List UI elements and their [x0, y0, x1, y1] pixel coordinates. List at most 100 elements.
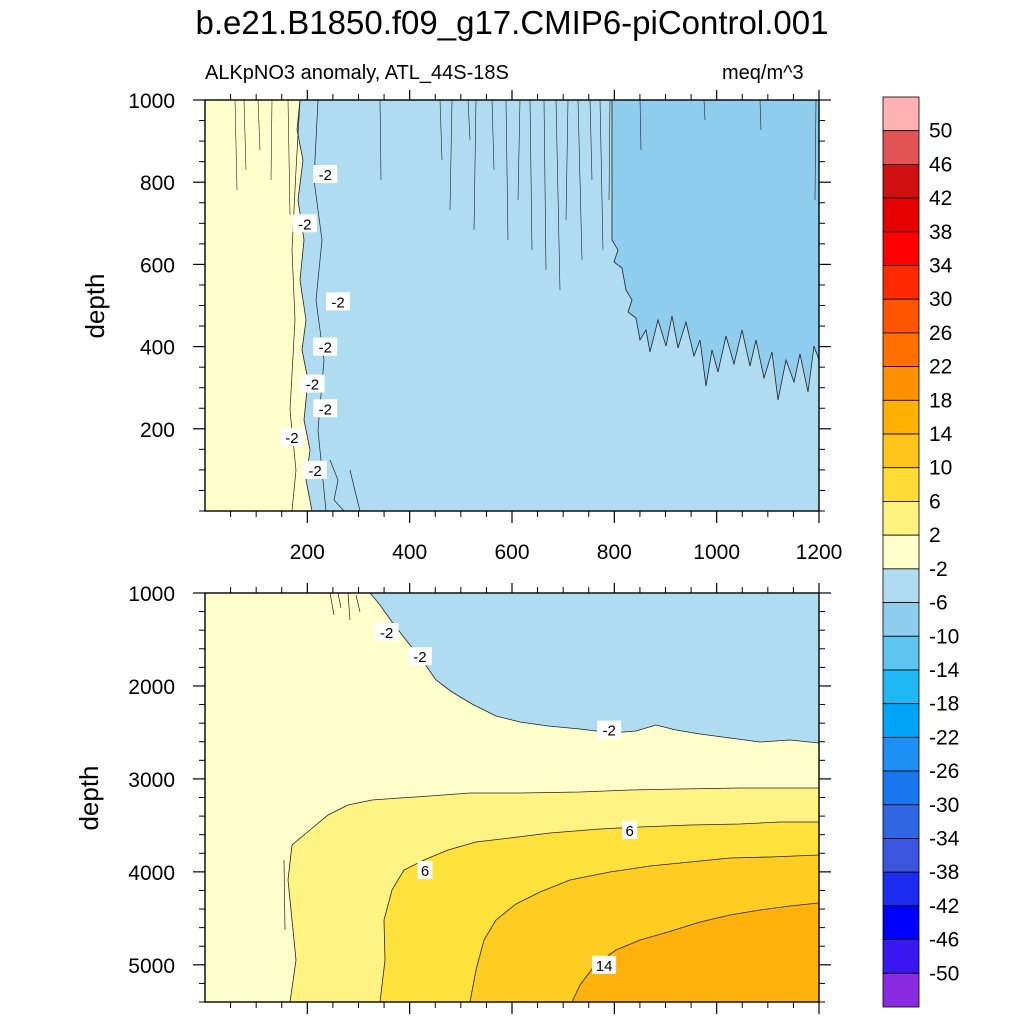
colorbar-label: -2	[929, 558, 948, 581]
colorbar-label: 38	[929, 221, 952, 244]
upper-y-axis-label: depth	[80, 273, 110, 338]
lower-y-tick-label: 4000	[128, 862, 175, 885]
colorbar-swatch	[882, 736, 920, 772]
region-neg10-neg6	[611, 100, 819, 401]
colorbar-swatch	[882, 433, 920, 469]
contour-line	[289, 100, 301, 511]
upper-y-tick-label: 600	[140, 254, 175, 277]
colorbar-label: 34	[929, 255, 953, 278]
svg-text:-2: -2	[298, 216, 311, 233]
upper-x-tick-label: 600	[494, 541, 529, 564]
upper-x-tick-label: 400	[392, 541, 427, 564]
upper-contour-labels: -2-2-2-2-2-2-2-2	[279, 164, 351, 480]
colorbar-label: 22	[929, 356, 952, 379]
upper-x-tick-label: 1000	[693, 541, 740, 564]
lower-y-tick-label: 1000	[128, 583, 175, 606]
colorbar-swatch	[882, 130, 920, 165]
page-title: b.e21.B1850.f09_g17.CMIP6-piControl.001	[195, 4, 829, 41]
colorbar-label: -38	[929, 861, 959, 884]
svg-text:6: 6	[626, 823, 634, 840]
contour-label: -2	[279, 428, 304, 447]
colorbar-label: 46	[929, 153, 952, 176]
upper-y-tick-label: 1000	[128, 90, 175, 113]
lower-contour-labels: -2 -2 -2 6 6 14	[374, 623, 638, 975]
lower-axes: 1000 2000 3000 4000 5000	[128, 583, 831, 1014]
colorbar-label: -14	[929, 659, 960, 682]
contour-label: -2	[326, 292, 351, 311]
colorbar-swatch	[882, 332, 920, 368]
lower-y-tick-label: 2000	[128, 676, 175, 699]
contour-label: -2	[407, 647, 432, 666]
colorbar-swatch	[882, 669, 920, 705]
region-neg2-2	[205, 100, 313, 511]
colorbar-swatch	[882, 838, 920, 873]
colorbar-swatch	[882, 96, 920, 132]
lower-y-tick-label: 3000	[128, 769, 175, 792]
colorbar-swatch	[882, 231, 920, 266]
svg-text:-2: -2	[285, 430, 298, 447]
colorbar-label: -6	[929, 592, 948, 615]
colorbar-swatch	[882, 197, 920, 233]
contour-label: -2	[597, 720, 622, 740]
contour-label: -2	[374, 623, 399, 642]
contour-noise	[283, 593, 361, 931]
colorbar-swatch	[882, 467, 920, 502]
colorbar-swatch	[882, 939, 920, 974]
colorbar-label: 42	[929, 187, 952, 210]
lower-y-axis-label: depth	[74, 765, 104, 830]
colorbar-swatch	[882, 265, 920, 300]
upper-contour-panel	[205, 100, 819, 511]
colorbar: 50 46 42 38 34 30 26 22 18 14 10 6 2 -2 -6 -10 -14 -18 -22…	[882, 96, 960, 1008]
lower-contour-panel	[205, 593, 819, 1002]
contour-line	[329, 459, 361, 511]
colorbar-label: -46	[929, 929, 959, 952]
colorbar-swatch	[882, 703, 920, 738]
colorbar-label: 14	[929, 423, 953, 446]
colorbar-swatch	[882, 164, 920, 199]
contour-label: 6	[622, 821, 638, 840]
upper-x-tick-label: 800	[597, 541, 632, 564]
svg-text:-2: -2	[603, 723, 616, 740]
colorbar-swatch	[882, 770, 920, 806]
contour-label: 14	[592, 955, 617, 975]
upper-axes: 200 400 600 800 1000 1200 200 400 600 800 1000	[128, 90, 842, 564]
colorbar-label: 6	[929, 490, 941, 513]
colorbar-swatch	[882, 298, 920, 334]
colorbar-swatch	[882, 804, 920, 839]
svg-text:-2: -2	[319, 340, 332, 357]
colorbar-label: -30	[929, 794, 959, 817]
colorbar-swatch	[882, 399, 920, 435]
colorbar-label: 10	[929, 457, 952, 480]
colorbar-swatch	[882, 534, 920, 570]
colorbar-label: 26	[929, 322, 952, 345]
colorbar-label: 18	[929, 389, 952, 412]
svg-text:-2: -2	[306, 377, 319, 394]
colorbar-label: -22	[929, 726, 959, 749]
colorbar-label: -50	[929, 962, 959, 985]
svg-text:-2: -2	[319, 401, 332, 418]
lower-y-tick-label: 5000	[128, 955, 175, 978]
upper-y-tick-label: 800	[140, 172, 175, 195]
colorbar-swatch	[882, 568, 920, 603]
contour-label: -2	[313, 337, 338, 357]
colorbar-swatch	[882, 501, 920, 536]
upper-x-tick-label: 200	[290, 541, 325, 564]
colorbar-label: -34	[929, 827, 960, 850]
svg-text:-2: -2	[308, 463, 321, 480]
colorbar-swatch	[882, 972, 920, 1008]
contour-label: -2	[313, 399, 338, 418]
svg-text:6: 6	[421, 863, 429, 880]
colorbar-swatch	[882, 871, 920, 907]
svg-text:-2: -2	[331, 294, 344, 311]
colorbar-label: -10	[929, 625, 959, 648]
upper-y-tick-label: 400	[140, 337, 175, 360]
variable-subtitle: ALKpNO3 anomaly, ATL_44S-18S	[205, 62, 509, 84]
contour-label: -2	[300, 374, 325, 394]
contour-label: -2	[303, 460, 328, 480]
svg-text:-2: -2	[413, 649, 426, 666]
contour-label: 6	[417, 861, 433, 880]
svg-text:14: 14	[596, 958, 613, 975]
colorbar-label: -26	[929, 760, 959, 783]
contour-label: -2	[292, 214, 317, 233]
